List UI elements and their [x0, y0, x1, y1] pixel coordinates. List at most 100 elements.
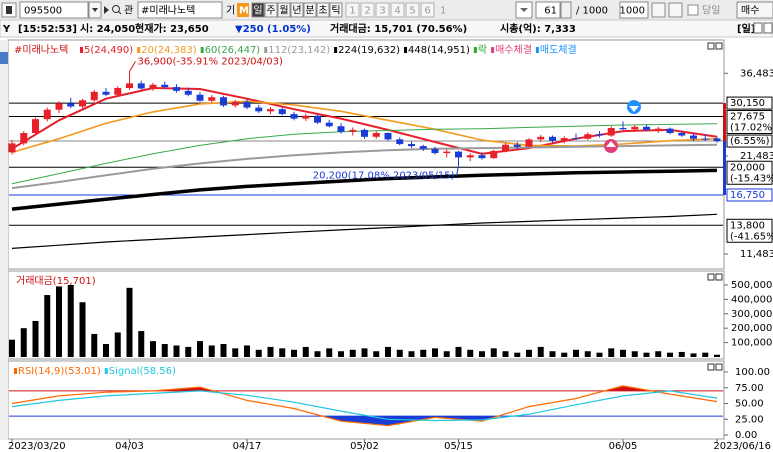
info-button[interactable]: [753, 22, 763, 34]
order-button[interactable]: [736, 1, 773, 19]
price-pane: [7, 39, 725, 270]
candle-body: [678, 132, 686, 136]
volume-bar: [20, 328, 27, 357]
legend-label: 448(14,951): [408, 45, 470, 56]
period-button[interactable]: [277, 2, 291, 18]
search-label[interactable]: 관: [124, 5, 133, 17]
candle-body: [90, 91, 98, 101]
slot-label: 1: [349, 6, 355, 17]
mode-button[interactable]: [237, 3, 249, 17]
candle-body: [208, 97, 216, 101]
volume-bar: [279, 348, 286, 357]
legend-swatch: [334, 47, 338, 53]
price-label: 20,000: [730, 162, 765, 173]
slot-button[interactable]: [390, 2, 405, 18]
period-label: 틱: [331, 5, 340, 17]
y-tick-label: 300,000: [731, 309, 772, 320]
x-tick-label: 05/15: [444, 441, 473, 452]
slot-button[interactable]: [405, 2, 420, 18]
period-label: 일: [253, 5, 262, 17]
same-day-checkbox[interactable]: [687, 4, 699, 16]
volume-bar: [244, 345, 250, 357]
period-button[interactable]: [316, 2, 330, 18]
pane-button[interactable]: [715, 42, 723, 50]
candle-body: [114, 88, 122, 95]
slot-button[interactable]: [345, 2, 360, 18]
x-tick-label: 06/05: [609, 441, 638, 452]
period-button[interactable]: [290, 2, 304, 18]
candle-body: [79, 100, 86, 107]
left-tab[interactable]: [0, 52, 8, 64]
volume-bar: [91, 333, 98, 357]
candle-body: [513, 144, 521, 147]
slot-button[interactable]: [420, 2, 435, 18]
candle-body: [302, 115, 310, 119]
legend-swatch: [104, 368, 108, 374]
y-tick-label: 25.00: [735, 414, 764, 425]
chart-type[interactable]: 기: [226, 5, 235, 17]
pane-button[interactable]: [715, 363, 723, 371]
candle-body: [607, 128, 615, 136]
info-item: [15:52:53]: [18, 24, 77, 35]
slot-button[interactable]: [360, 2, 375, 18]
candle-body: [490, 150, 498, 159]
pane-button[interactable]: [707, 363, 715, 371]
moving-average-line: [11, 213, 718, 249]
legend-swatch: [264, 47, 268, 53]
candle-body: [184, 90, 192, 95]
search-icon[interactable]: [112, 5, 120, 13]
volume-bar: [690, 353, 697, 357]
candle-body: [431, 148, 439, 154]
next-arrow[interactable]: [104, 6, 109, 14]
view-input[interactable]: [619, 1, 649, 19]
legend-label: 60(26,447): [205, 45, 261, 56]
range-bar-down: [723, 141, 726, 195]
volume-bar: [126, 287, 133, 357]
volume-bar: [620, 349, 626, 357]
volume-bar: [714, 354, 720, 357]
annotation-leader: [129, 61, 136, 72]
zoom-button[interactable]: [651, 2, 666, 18]
slot-button[interactable]: [375, 2, 390, 18]
count-spinner[interactable]: [560, 1, 572, 19]
price-label-box: [726, 134, 773, 148]
volume-bar: [526, 349, 532, 357]
volume-bar: [314, 351, 321, 357]
candle-body: [267, 109, 274, 112]
info-item: 시총(억): 7,333: [500, 22, 576, 35]
volume-bar: [361, 348, 368, 357]
info-button[interactable]: [763, 22, 773, 34]
price-note: (17.02%): [730, 122, 773, 133]
info-item: 현재가: 23,650: [135, 22, 209, 35]
x-tick-label: 04/03: [115, 441, 144, 452]
info-period: [일]: [737, 22, 755, 35]
candle-body: [220, 97, 227, 106]
period-button[interactable]: [264, 2, 278, 18]
period-button[interactable]: [329, 2, 343, 18]
candle-body: [372, 132, 380, 137]
pane-button[interactable]: [707, 273, 715, 281]
indicator-line: [11, 390, 718, 422]
price-label: 13,800: [730, 220, 765, 231]
pane-button[interactable]: [707, 42, 715, 50]
y-tick-label: 100,000: [731, 338, 772, 349]
table-button[interactable]: [668, 2, 683, 18]
count-input[interactable]: [535, 1, 561, 19]
period-button[interactable]: [251, 2, 265, 18]
pane-button[interactable]: [715, 273, 723, 281]
code-input[interactable]: [19, 1, 89, 19]
slot-label: 6: [424, 6, 430, 17]
candle-body: [337, 126, 345, 132]
period-button[interactable]: [303, 2, 317, 18]
volume-bar: [173, 345, 180, 357]
volume-bar: [255, 349, 262, 357]
legend-swatch: [473, 47, 477, 53]
volume-bar: [420, 349, 427, 357]
candle-body: [396, 139, 404, 145]
period-label: 초: [318, 5, 327, 17]
volume-bar: [549, 351, 556, 357]
name-input[interactable]: [137, 1, 223, 19]
volume-bar: [103, 344, 109, 357]
